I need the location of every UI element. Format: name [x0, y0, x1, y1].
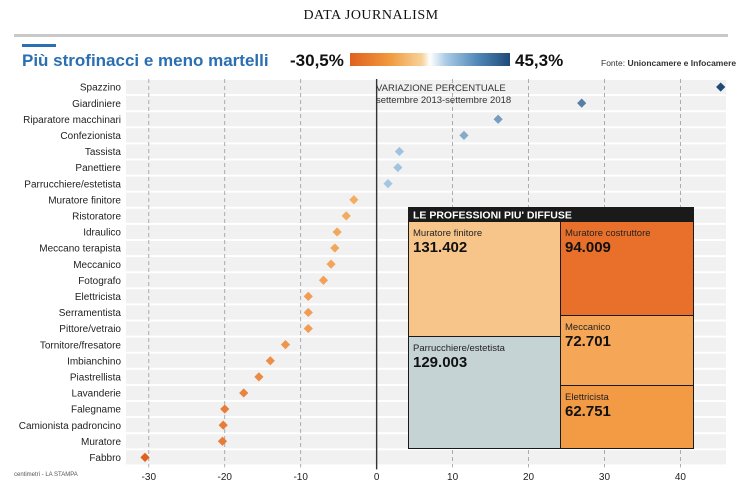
annotation-line: VARIAZIONE PERCENTUALE [376, 83, 506, 94]
data-point [265, 356, 275, 366]
data-point [577, 98, 587, 108]
data-point [459, 130, 469, 140]
data-point [220, 404, 230, 414]
row-band [126, 144, 726, 159]
treemap-cell [561, 386, 693, 448]
page-header: DATA JOURNALISM [303, 8, 439, 23]
treemap-cell-label: Meccanico [565, 322, 610, 333]
data-point [318, 275, 329, 285]
category-label: Riparatore macchinari [23, 115, 121, 126]
treemap-cell-value: 62.751 [565, 403, 611, 420]
row-band [126, 112, 726, 127]
tick-label: 20 [523, 472, 535, 483]
tick-label: -30 [142, 472, 157, 483]
category-label: Spazzino [80, 83, 122, 94]
source-prefix: Fonte: [601, 58, 628, 68]
category-label: Camionista padroncino [19, 421, 122, 432]
treemap-cell-value: 72.701 [565, 333, 611, 350]
legend-max-label: 45,3% [515, 51, 564, 70]
footer-credit: centimetri - LA STAMPA [14, 472, 78, 478]
treemap-cell-value: 131.402 [413, 239, 467, 256]
data-point [303, 291, 313, 301]
treemap-cell [409, 222, 560, 336]
category-label: Tassista [85, 147, 122, 158]
tick-label: 40 [675, 472, 687, 483]
data-point [218, 420, 228, 430]
category-label: Muratore finitore [48, 195, 121, 206]
category-label: Elettricista [75, 292, 122, 303]
annotation-line: settembre 2013-settembre 2018 [376, 95, 511, 106]
data-point [254, 372, 264, 382]
category-label: Lavanderie [72, 389, 122, 400]
category-label: Ristoratore [72, 211, 121, 222]
treemap-cell-label: Muratore finitore [413, 228, 482, 239]
category-label: Parrucchiere/estetista [24, 179, 121, 190]
treemap-cell-value: 129.003 [413, 354, 467, 371]
source-note: Fonte: Unioncamere e Infocamere [601, 58, 736, 68]
treemap-cell-label: Parrucchiere/estetista [413, 343, 506, 354]
data-point [349, 195, 359, 205]
tick-label: 30 [599, 472, 611, 483]
legend-gradient [350, 53, 510, 66]
chart-title: Più strofinacci e meno martelli [22, 51, 269, 70]
data-point [217, 436, 228, 446]
treemap-cell-label: Muratore costruttore [565, 228, 651, 239]
row-band [126, 176, 726, 191]
data-point [140, 452, 150, 462]
data-point [330, 243, 340, 253]
data-point [326, 259, 336, 269]
category-label: Pittore/vetraio [59, 324, 121, 335]
category-label: Panettiere [75, 163, 121, 174]
data-point [394, 146, 405, 157]
category-label: Falegname [71, 405, 121, 416]
data-point [383, 179, 393, 189]
title-accent [22, 44, 56, 47]
data-point [303, 307, 313, 318]
row-band [126, 96, 726, 111]
category-label: Piastrellista [70, 372, 122, 383]
row-band [126, 128, 726, 143]
category-label: Imbianchino [67, 356, 121, 367]
row-band [126, 192, 726, 207]
category-label: Fotografo [78, 276, 121, 287]
tick-label: -20 [218, 472, 233, 483]
data-point [303, 323, 313, 334]
category-label: Meccano terapista [39, 244, 121, 255]
category-label: Idraulico [83, 228, 121, 239]
category-label: Muratore [81, 437, 121, 448]
treemap-cell [409, 337, 560, 448]
category-label: Giardiniere [72, 99, 121, 110]
category-label: Serramentista [59, 308, 122, 319]
treemap-cell [561, 222, 693, 315]
data-point [341, 211, 351, 221]
data-point [280, 340, 291, 350]
header-rule [14, 34, 728, 37]
row-band [126, 160, 726, 175]
tick-label: -10 [293, 472, 308, 483]
category-label: Meccanico [73, 260, 121, 271]
data-point [332, 227, 342, 237]
tick-label: 10 [447, 472, 459, 483]
category-label: Confezionista [60, 131, 121, 142]
treemap-title: LE PROFESSIONI PIU' DIFFUSE [413, 210, 572, 222]
category-label: Tornitore/fresatore [40, 340, 122, 351]
treemap-cell-label: Elettricista [565, 392, 610, 403]
tick-label: 0 [374, 472, 380, 483]
row-band [126, 450, 726, 465]
source-name: Unioncamere e Infocamere [627, 58, 737, 68]
data-point [239, 388, 249, 398]
treemap-cell [561, 316, 693, 385]
data-point [393, 162, 403, 173]
data-point [716, 82, 726, 92]
legend-min-label: -30,5% [290, 51, 344, 70]
row-band [126, 80, 726, 95]
treemap-cell-value: 94.009 [565, 239, 611, 256]
data-point [493, 114, 503, 124]
category-label: Fabbro [89, 453, 121, 464]
